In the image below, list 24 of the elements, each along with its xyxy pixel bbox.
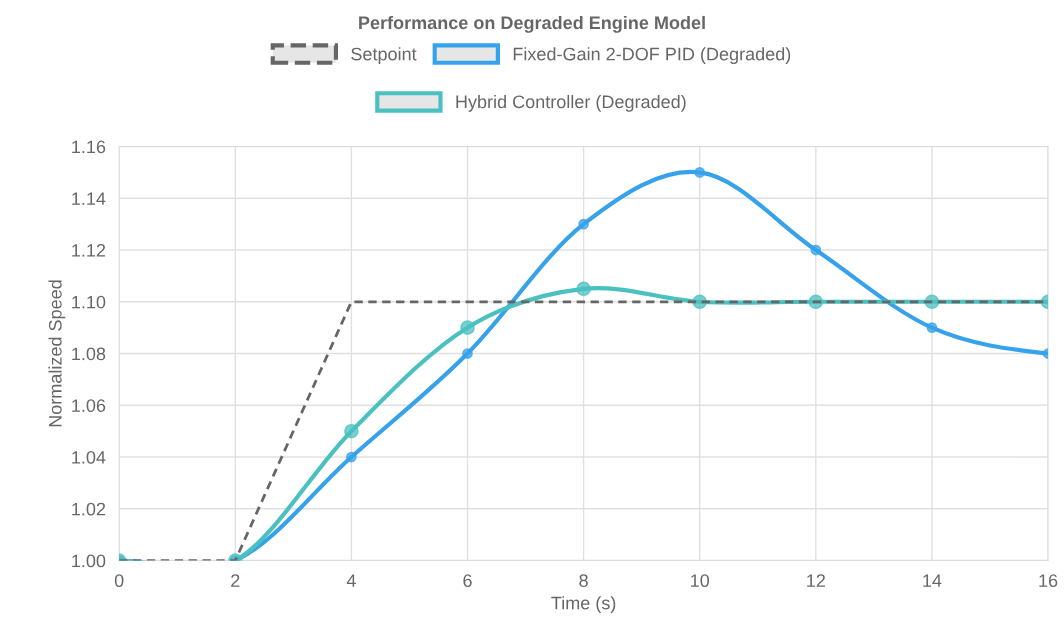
y-tick-label: 1.10 xyxy=(72,295,106,309)
x-tick-label: 12 xyxy=(807,574,825,587)
x-tick-label: 8 xyxy=(579,574,588,588)
x-tick-label: 0 xyxy=(114,574,124,588)
x-tick-label: 2 xyxy=(231,574,240,587)
y-tick-label: 1.16 xyxy=(72,140,106,154)
y-tick-label: 1.04 xyxy=(72,450,106,464)
legend-label: Hybrid Controller (Degraded) xyxy=(456,94,686,112)
y-tick-label: 1.06 xyxy=(72,399,106,413)
legend-label: Fixed-Gain 2-DOF PID (Degraded) xyxy=(513,47,791,64)
x-tick-label: 6 xyxy=(463,574,472,588)
y-axis-title: Normalized Speed xyxy=(48,280,66,427)
y-tick-label: 1.08 xyxy=(72,347,106,361)
y-tick-label: 1.12 xyxy=(72,243,106,257)
x-tick-label: 16 xyxy=(1039,574,1058,588)
x-tick-label: 4 xyxy=(346,574,356,587)
y-tick-label: 1.02 xyxy=(72,502,106,516)
y-tick-label: 1.14 xyxy=(72,192,106,205)
x-tick-label: 14 xyxy=(923,574,942,587)
x-axis-title: Time (s) xyxy=(551,596,616,613)
x-tick-label: 10 xyxy=(691,574,710,588)
legend-label: Setpoint xyxy=(351,47,417,64)
chart-title: Performance on Degraded Engine Model xyxy=(359,15,705,33)
y-tick-label: 1.00 xyxy=(72,554,106,568)
